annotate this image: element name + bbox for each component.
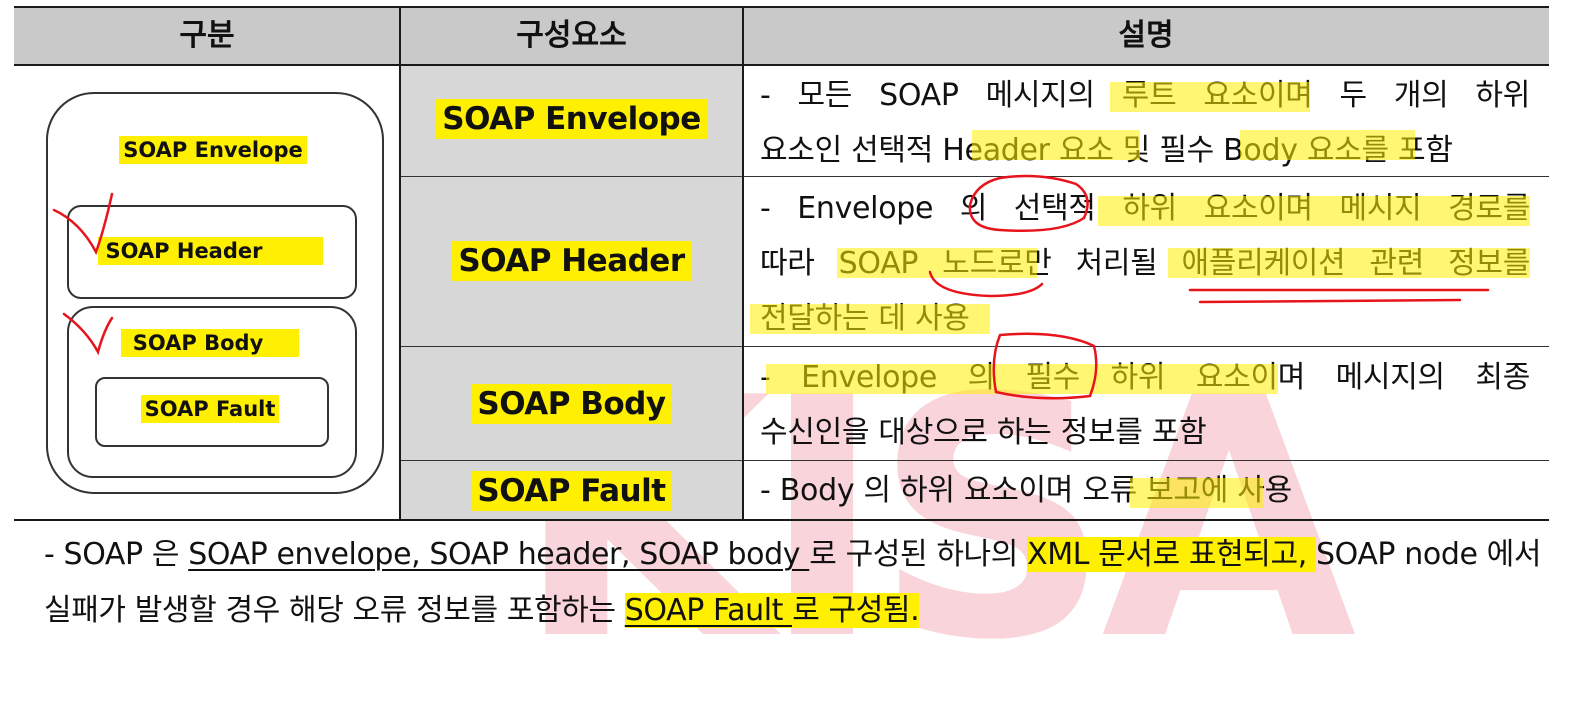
header-category: 구분 xyxy=(179,18,235,53)
checkmark-body-icon xyxy=(62,312,114,356)
highlight-mark xyxy=(837,248,1037,278)
highlight-mark xyxy=(1168,248,1530,278)
description-line: 수신인을 대상으로 하는 정보를 포함 xyxy=(760,415,1207,450)
row-divider xyxy=(400,176,1549,177)
highlight-mark xyxy=(1130,478,1263,508)
table-bottom-border xyxy=(14,519,1549,521)
component-label-header: SOAP Header xyxy=(400,241,743,281)
highlight-mark xyxy=(1098,196,1530,226)
row-divider xyxy=(400,460,1549,461)
header-bottom-border xyxy=(14,64,1549,66)
column-divider xyxy=(399,7,401,520)
footnote-line-1: - SOAP 은 SOAP envelope, SOAP header, SOA… xyxy=(44,537,1542,572)
header-description: 설명 xyxy=(1118,18,1174,53)
checkmark-header-icon xyxy=(52,192,114,256)
diagram-fault-box xyxy=(95,377,329,447)
component-label-envelope: SOAP Envelope xyxy=(400,99,743,139)
circle-mark-required xyxy=(992,332,1098,400)
header-component: 구성요소 xyxy=(516,18,627,53)
component-label-body: SOAP Body xyxy=(400,384,743,424)
circle-mark-optional xyxy=(968,174,1089,233)
highlight-mark xyxy=(750,304,990,334)
underline-mark xyxy=(928,270,1044,298)
row-divider xyxy=(400,346,1549,347)
diagram-body-label: SOAP Body xyxy=(67,329,353,357)
underline-mark xyxy=(1198,298,1462,304)
diagram-fault-label: SOAP Fault xyxy=(95,395,325,423)
highlight-mark xyxy=(766,364,1278,394)
footnote-line-2: 실패가 발생할 경우 해당 오류 정보를 포함하는 SOAP Fault 로 구… xyxy=(44,593,920,628)
diagram-header-label: SOAP Header xyxy=(67,237,353,265)
diagram-envelope-label: SOAP Envelope xyxy=(46,136,380,164)
highlight-mark xyxy=(1240,130,1415,160)
component-label-fault: SOAP Fault xyxy=(400,471,743,511)
table-top-border xyxy=(14,6,1549,8)
highlight-mark xyxy=(1110,82,1310,112)
column-divider xyxy=(742,7,744,520)
annotation-layer xyxy=(52,82,1530,508)
highlight-mark xyxy=(972,130,1140,160)
table-header-background xyxy=(14,7,1549,65)
